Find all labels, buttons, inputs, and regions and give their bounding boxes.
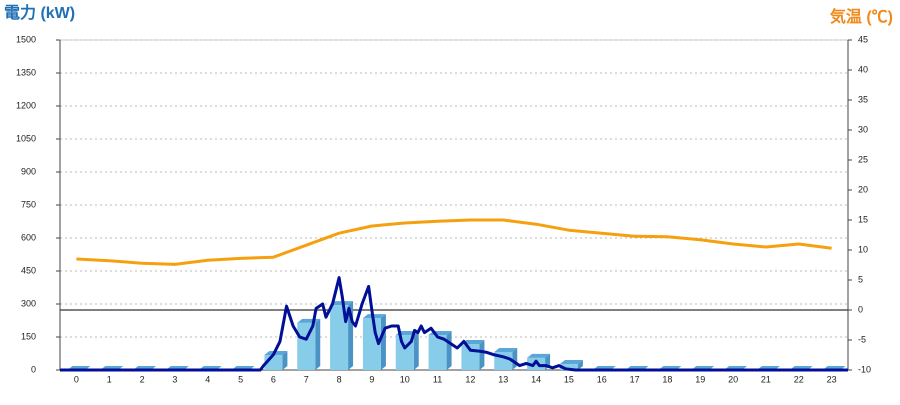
bar-side xyxy=(446,331,452,370)
y2-tick-label: 25 xyxy=(858,154,868,164)
y-tick-label: 600 xyxy=(21,232,36,242)
x-tick-label: 17 xyxy=(630,374,640,384)
bar-side xyxy=(315,318,321,370)
y2-axis-title: 気温 (℃) xyxy=(830,7,893,26)
y-tick-label: 0 xyxy=(31,364,36,374)
bar-top xyxy=(559,360,583,365)
x-tick-label: 5 xyxy=(238,374,243,384)
bar xyxy=(428,335,447,370)
x-tick-label: 18 xyxy=(662,374,672,384)
bar-side xyxy=(577,360,583,370)
y-tick-label: 1500 xyxy=(16,34,36,44)
x-tick-label: 12 xyxy=(465,374,475,384)
bar xyxy=(330,305,349,370)
y-tick-label: 1350 xyxy=(16,67,36,77)
bar-top xyxy=(264,351,288,356)
y2-tick-label: 45 xyxy=(858,34,868,44)
x-tick-label: 3 xyxy=(172,374,177,384)
y2-tick-label: -10 xyxy=(858,364,871,374)
x-tick-label: 23 xyxy=(827,374,837,384)
x-tick-label: 21 xyxy=(761,374,771,384)
y-tick-label: 1200 xyxy=(16,100,36,110)
bar xyxy=(297,322,316,370)
bar-side xyxy=(282,351,288,370)
bar-top xyxy=(461,340,485,345)
bar-side xyxy=(380,314,386,370)
y2-tick-label: 35 xyxy=(858,94,868,104)
y-axis-title: 電力 (kW) xyxy=(4,3,75,22)
x-tick-label: 7 xyxy=(304,374,309,384)
x-tick-label: 2 xyxy=(140,374,145,384)
y2-tick-label: 20 xyxy=(858,184,868,194)
bar-top xyxy=(330,301,354,306)
x-tick-label: 15 xyxy=(564,374,574,384)
x-tick-label: 9 xyxy=(369,374,374,384)
y-tick-label: 300 xyxy=(21,298,36,308)
x-tick-label: 0 xyxy=(74,374,79,384)
x-tick-label: 20 xyxy=(728,374,738,384)
x-tick-label: 10 xyxy=(400,374,410,384)
y2-tick-label: -5 xyxy=(858,334,866,344)
y-tick-label: 750 xyxy=(21,199,36,209)
x-tick-label: 6 xyxy=(271,374,276,384)
y2-tick-label: 40 xyxy=(858,64,868,74)
y2-tick-label: 30 xyxy=(858,124,868,134)
x-tick-label: 11 xyxy=(433,374,442,384)
y-tick-label: 1050 xyxy=(16,133,36,143)
y2-tick-label: 10 xyxy=(858,244,868,254)
bar xyxy=(559,364,578,370)
y2-tick-label: 5 xyxy=(858,274,863,284)
x-tick-label: 16 xyxy=(597,374,607,384)
y-tick-label: 900 xyxy=(21,166,36,176)
x-tick-label: 4 xyxy=(205,374,210,384)
bar-top xyxy=(527,353,551,358)
x-tick-label: 1 xyxy=(107,374,112,384)
power-line xyxy=(60,276,848,372)
x-tick-label: 19 xyxy=(695,374,705,384)
x-tick-label: 14 xyxy=(531,374,541,384)
plot-area xyxy=(59,39,849,371)
y-tick-label: 450 xyxy=(21,265,36,275)
y-tick-label: 150 xyxy=(21,331,36,341)
y2-tick-label: 0 xyxy=(858,304,863,314)
x-tick-label: 22 xyxy=(794,374,804,384)
bar-side xyxy=(479,340,485,370)
bar-side xyxy=(413,331,419,370)
x-tick-label: 13 xyxy=(498,374,508,384)
y2-tick-label: 15 xyxy=(858,214,868,224)
bar-top xyxy=(494,347,518,352)
x-tick-label: 8 xyxy=(337,374,342,384)
bar-top xyxy=(362,314,386,319)
temperature-line xyxy=(76,218,832,266)
